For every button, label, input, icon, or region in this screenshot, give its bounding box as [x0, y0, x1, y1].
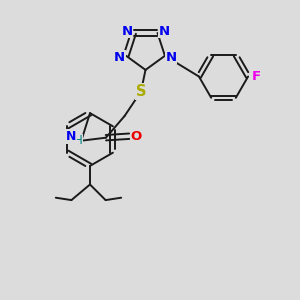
Text: N: N — [165, 51, 176, 64]
Text: S: S — [136, 84, 146, 99]
Text: N: N — [114, 51, 125, 64]
Text: N: N — [121, 25, 133, 38]
Text: N: N — [66, 130, 76, 143]
Text: F: F — [252, 70, 261, 83]
Text: O: O — [130, 130, 142, 143]
Text: H: H — [74, 134, 83, 147]
Text: N: N — [158, 25, 170, 38]
